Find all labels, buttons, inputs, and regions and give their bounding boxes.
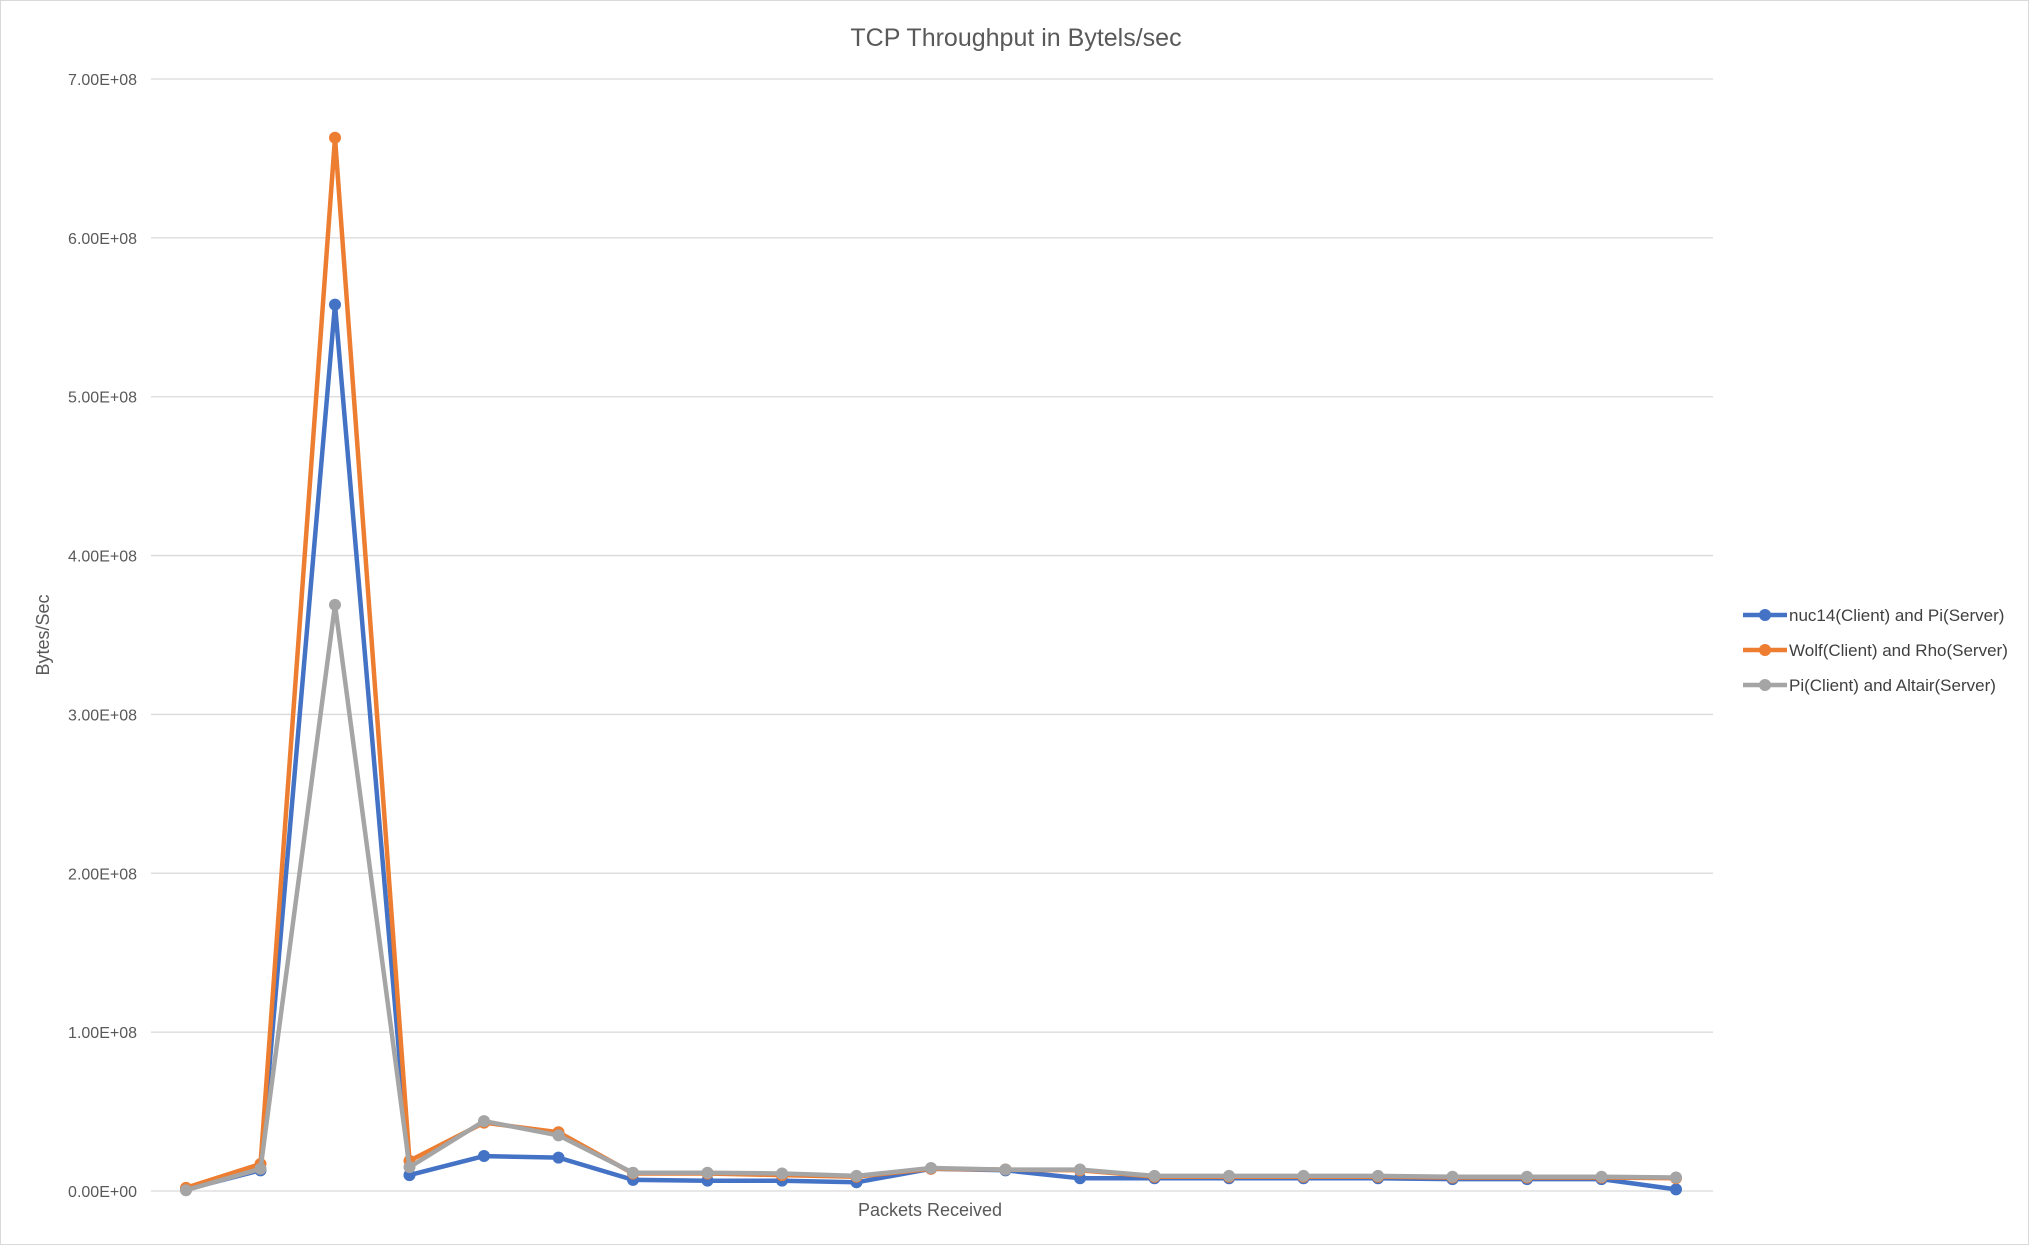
- legend-swatch-marker: [1759, 679, 1771, 691]
- series-line: [185, 135, 1677, 1190]
- legend-item: Pi(Client) and Altair(Server): [1743, 676, 1996, 695]
- y-tick-label: 2.00E+08: [68, 866, 137, 883]
- series-line: [185, 602, 1677, 1193]
- data-point: [1148, 1169, 1161, 1182]
- data-point: [1670, 1171, 1682, 1184]
- data-point: [180, 1184, 192, 1197]
- data-point: [552, 1151, 565, 1164]
- data-point: [1521, 1170, 1533, 1183]
- series-line: [185, 302, 1677, 1192]
- data-point: [701, 1166, 714, 1179]
- data-point: [850, 1169, 863, 1182]
- data-point: [1670, 1183, 1682, 1196]
- series-1: [180, 298, 1682, 1196]
- legend-label: Wolf(Client) and Rho(Server): [1789, 641, 2008, 660]
- data-point: [627, 1166, 639, 1179]
- data-point: [329, 598, 341, 611]
- y-tick-label: 5.00E+08: [68, 390, 137, 407]
- data-point: [1446, 1170, 1459, 1183]
- data-point: [329, 131, 341, 144]
- chart-title: TCP Throughput in Bytels/sec: [850, 24, 1181, 52]
- y-tick-label: 0.00E+00: [68, 1184, 137, 1201]
- y-tick-label: 6.00E+08: [68, 231, 137, 248]
- series-2: [180, 131, 1682, 1194]
- y-tick-label: 4.00E+08: [68, 549, 137, 566]
- y-axis-title: Bytes/Sec: [33, 594, 53, 675]
- data-point: [552, 1129, 565, 1142]
- y-tick-label: 1.00E+08: [68, 1025, 137, 1042]
- legend-swatch-marker: [1759, 644, 1771, 656]
- data-point: [1074, 1163, 1086, 1176]
- legend-label: nuc14(Client) and Pi(Server): [1789, 606, 2004, 625]
- legend-label: Pi(Client) and Altair(Server): [1789, 676, 1996, 695]
- legend-item: nuc14(Client) and Pi(Server): [1743, 606, 2004, 625]
- data-point: [1297, 1169, 1310, 1182]
- series-layer: [180, 131, 1682, 1197]
- legend-swatch-marker: [1759, 609, 1771, 621]
- y-axis-tick-labels: 0.00E+00 1.00E+08 2.00E+08 3.00E+08 4.00E+08…: [68, 72, 137, 1201]
- y-tick-label: 7.00E+08: [68, 72, 137, 89]
- x-axis-title: Packets Received: [858, 1200, 1002, 1220]
- data-point: [999, 1163, 1012, 1176]
- data-point: [478, 1150, 490, 1163]
- data-point: [254, 1162, 267, 1175]
- data-point: [1595, 1170, 1608, 1183]
- data-point: [329, 298, 341, 311]
- data-point: [1223, 1169, 1235, 1182]
- legend-item: Wolf(Client) and Rho(Server): [1743, 641, 2008, 660]
- data-point: [478, 1115, 490, 1128]
- data-point: [776, 1167, 788, 1180]
- gridlines: [151, 78, 1713, 1192]
- legend: nuc14(Client) and Pi(Server) Wolf(Client)…: [1743, 606, 2008, 695]
- data-point: [1372, 1169, 1384, 1182]
- data-point: [403, 1161, 416, 1174]
- series-3: [180, 598, 1682, 1197]
- y-tick-label: 3.00E+08: [68, 707, 137, 724]
- data-point: [925, 1161, 937, 1174]
